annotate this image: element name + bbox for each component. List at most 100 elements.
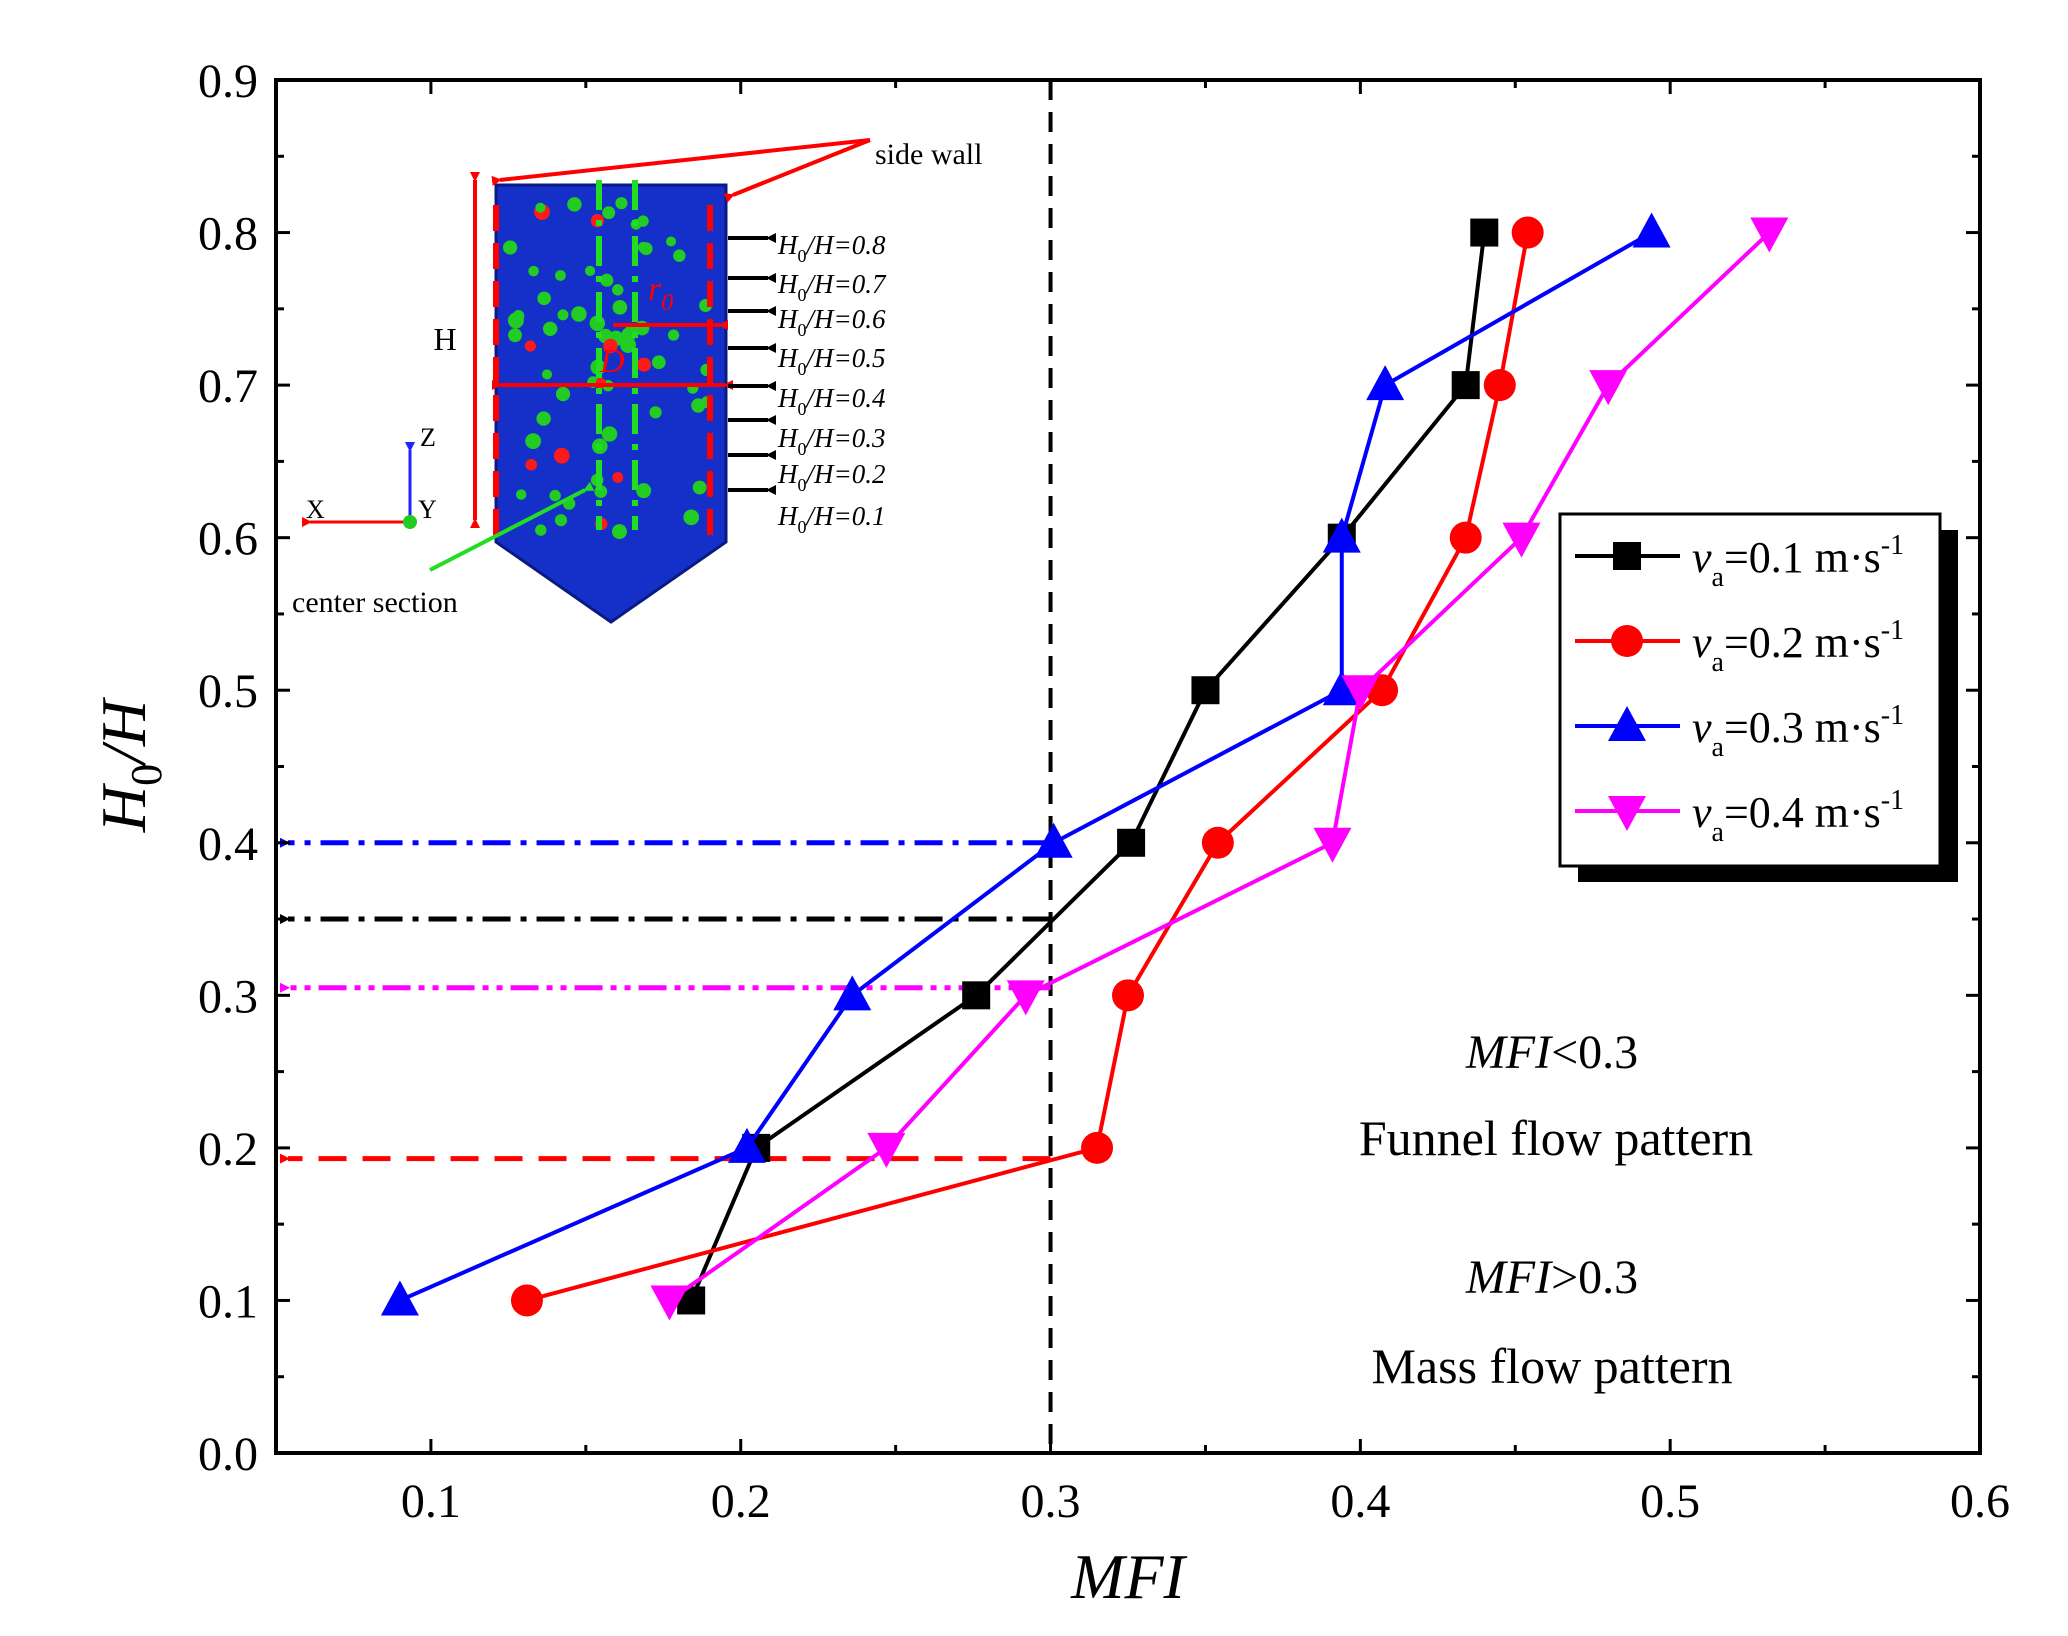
y-axis-title-tail: /H: [88, 696, 159, 767]
y-axis-label: Y: [418, 495, 437, 524]
legend-label-main: v: [1692, 533, 1712, 582]
svg-text:H0/H: H0/H: [88, 696, 171, 833]
series-line: [399, 230, 1653, 1303]
radius-label-sub: 0: [661, 290, 673, 316]
legend-marker: [1611, 625, 1643, 657]
particle: [536, 411, 551, 426]
data-point: [1511, 216, 1544, 249]
side-wall-arrow-left: [491, 138, 871, 186]
level-label: H0/H=0.6: [777, 304, 886, 340]
y-tick-label: 0.4: [198, 818, 258, 871]
level-label-rest: /H=0.2: [805, 459, 886, 489]
legend-label-main: v: [1692, 618, 1712, 667]
data-point: [1322, 670, 1361, 706]
side-wall-label: side wall: [875, 138, 982, 171]
y-tick-label: 0.1: [198, 1275, 258, 1328]
level-label-main: H: [777, 501, 799, 531]
series-line: [689, 232, 1487, 1302]
data-point: [510, 1284, 543, 1317]
particle: [525, 433, 542, 450]
particle: [612, 300, 628, 315]
particle: [615, 197, 628, 210]
series-line: [526, 232, 1530, 1303]
particle: [537, 291, 551, 306]
y-axis-title-main: H: [88, 782, 159, 833]
legend-item-3: va=0.3 m·s-1: [1575, 700, 1904, 763]
level-label-sub: 0: [798, 439, 807, 459]
level-label-sub: 0: [798, 517, 807, 537]
silo-body: [496, 185, 726, 622]
particle: [602, 206, 616, 220]
y-tick-label: 0.0: [198, 1428, 258, 1481]
particle: [603, 338, 618, 354]
radius-label-main: r: [648, 271, 662, 308]
reference-lines: [280, 80, 1053, 1453]
legend-label-sup: -1: [1881, 700, 1904, 731]
mass-condition: MFI>0.3: [1465, 1251, 1638, 1304]
level-label-main: H: [777, 304, 799, 334]
data-point: [1112, 979, 1144, 1012]
legend-label-sub: a: [1712, 732, 1725, 763]
particle: [557, 309, 569, 321]
level-label-rest: /H=0.1: [805, 501, 886, 531]
level-label-main: H: [777, 459, 799, 489]
data-point: [1313, 827, 1352, 863]
particle: [528, 265, 539, 277]
legend-label-sup: -1: [1881, 615, 1904, 646]
particle: [636, 357, 652, 372]
funnel-condition-var: MFI: [1465, 1026, 1553, 1079]
z-axis-label: Z: [420, 423, 436, 452]
particle: [666, 236, 677, 247]
x-tick-label: 0.2: [711, 1475, 771, 1528]
particle: [612, 284, 624, 296]
y-tick-label: 0.5: [198, 665, 258, 718]
particle: [542, 321, 558, 337]
level-label: H0/H=0.7: [777, 269, 887, 305]
particle: [600, 273, 614, 287]
legend-items: va=0.1 m·s-1va=0.2 m·s-1va=0.3 m·s-1va=0…: [1575, 530, 1904, 848]
data-point: [1589, 370, 1628, 406]
axis-ticks: 0.1 0.2 0.3 0.4 0.5 0.6 0.0 0.1 0.2 0.3 0.4 0.5 0.6 0…: [198, 55, 2010, 1528]
particle: [515, 489, 527, 500]
particle: [649, 406, 662, 419]
level-label-rest: /H=0.7: [805, 269, 887, 299]
height-label: H: [433, 321, 456, 357]
data-point: [380, 1280, 419, 1316]
legend-label: va=0.2 m·s-1: [1692, 615, 1904, 678]
funnel-condition-rest: <0.3: [1551, 1026, 1638, 1079]
level-label-main: H: [777, 383, 799, 413]
series-4: [650, 217, 1789, 1321]
legend-label: va=0.1 m·s-1: [1692, 530, 1904, 593]
y-tick-label: 0.7: [198, 360, 258, 413]
level-label-sub: 0: [798, 359, 807, 379]
radius-label: r0: [648, 271, 673, 316]
data-point: [1632, 212, 1671, 248]
particle: [667, 329, 680, 341]
particle: [571, 306, 587, 322]
center-section-label: center section: [292, 586, 458, 619]
level-label-rest: /H=0.6: [805, 304, 886, 334]
particle: [541, 369, 553, 380]
center-section-arrow: [429, 481, 595, 572]
particle: [507, 312, 524, 329]
diameter-label: D: [599, 343, 625, 380]
silo-inset: H r0 D side wall center section Z X Y H0…: [292, 138, 982, 624]
particle: [549, 489, 561, 502]
level-label: H0/H=0.3: [777, 423, 885, 459]
legend: va=0.1 m·s-1va=0.2 m·s-1va=0.3 m·s-1va=0…: [1558, 512, 1958, 882]
legend-label: va=0.3 m·s-1: [1692, 700, 1904, 763]
particle: [508, 328, 522, 343]
x-tick-label: 0.1: [401, 1475, 461, 1528]
particle: [692, 480, 707, 495]
level-label-rest: /H=0.5: [805, 343, 886, 373]
data-point: [1006, 980, 1045, 1016]
legend-item-2: va=0.2 m·s-1: [1575, 615, 1904, 678]
level-label-sub: 0: [798, 320, 807, 340]
particle: [611, 524, 627, 540]
level-label-main: H: [777, 343, 799, 373]
particle: [555, 270, 566, 281]
y-tick-label: 0.3: [198, 970, 258, 1023]
mass-condition-var: MFI: [1465, 1251, 1553, 1304]
data-point: [1750, 217, 1789, 253]
level-label: H0/H=0.1: [777, 501, 885, 537]
